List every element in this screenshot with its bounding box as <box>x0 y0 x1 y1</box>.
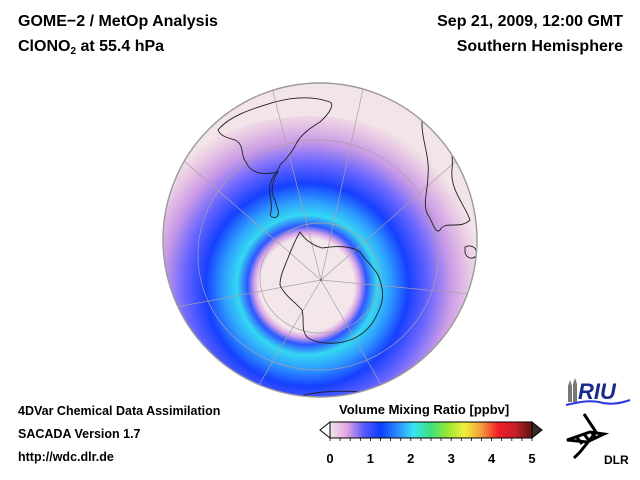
date-label: Sep 21, 2009, 12:00 GMT <box>437 13 623 30</box>
species-level: at 55.4 hPa <box>76 38 165 55</box>
river-wave-icon <box>565 399 631 406</box>
dlr-logo: DLR <box>566 413 629 467</box>
colorbar <box>319 420 543 441</box>
title-line1: GOME−2 / MetOp Analysis <box>18 13 218 30</box>
region-label: Southern Hemisphere <box>456 38 623 55</box>
colorbar-tick-label: 3 <box>447 451 455 466</box>
colorbar-minor-ticks <box>329 438 533 441</box>
antarctic-peninsula-coast <box>279 231 384 344</box>
globe-outline <box>162 82 478 398</box>
riu-logo-text: RIU <box>578 379 617 404</box>
colorbar-overflow-arrow <box>531 420 543 440</box>
colorbar-tick-label: 1 <box>366 451 375 466</box>
colorbar-tick-label: 5 <box>528 451 536 466</box>
colorbar-tick-label: 0 <box>326 451 334 466</box>
footer-url[interactable]: http://wdc.dlr.de <box>18 450 114 464</box>
cathedral-icon <box>568 378 577 402</box>
footer-method: 4DVar Chemical Data Assimilation <box>18 404 221 418</box>
species-main: ClONO <box>18 38 71 55</box>
africa-coast <box>421 96 471 232</box>
southern-hemisphere-map <box>162 82 478 398</box>
dlr-logo-text: DLR <box>604 453 629 467</box>
colorbar-gradient <box>329 421 533 439</box>
riu-logo: RIU <box>565 378 631 406</box>
species-subscript: 2 <box>70 46 77 57</box>
south-america-coast <box>217 97 333 218</box>
colorbar-tick-label: 2 <box>407 451 415 466</box>
colorbar-tick-label: 4 <box>487 451 496 466</box>
colorbar-title: Volume Mixing Ratio [ppbv] <box>339 402 510 417</box>
clono2-field <box>163 116 477 397</box>
colorbar-underflow-arrow <box>319 420 331 440</box>
dlr-emblem-icon <box>566 413 610 460</box>
footer-version: SACADA Version 1.7 <box>18 427 141 441</box>
graticule <box>163 83 477 397</box>
south-pole-marker <box>319 278 323 282</box>
species-title: ClONO2 at 55.4 hPa <box>18 38 164 57</box>
